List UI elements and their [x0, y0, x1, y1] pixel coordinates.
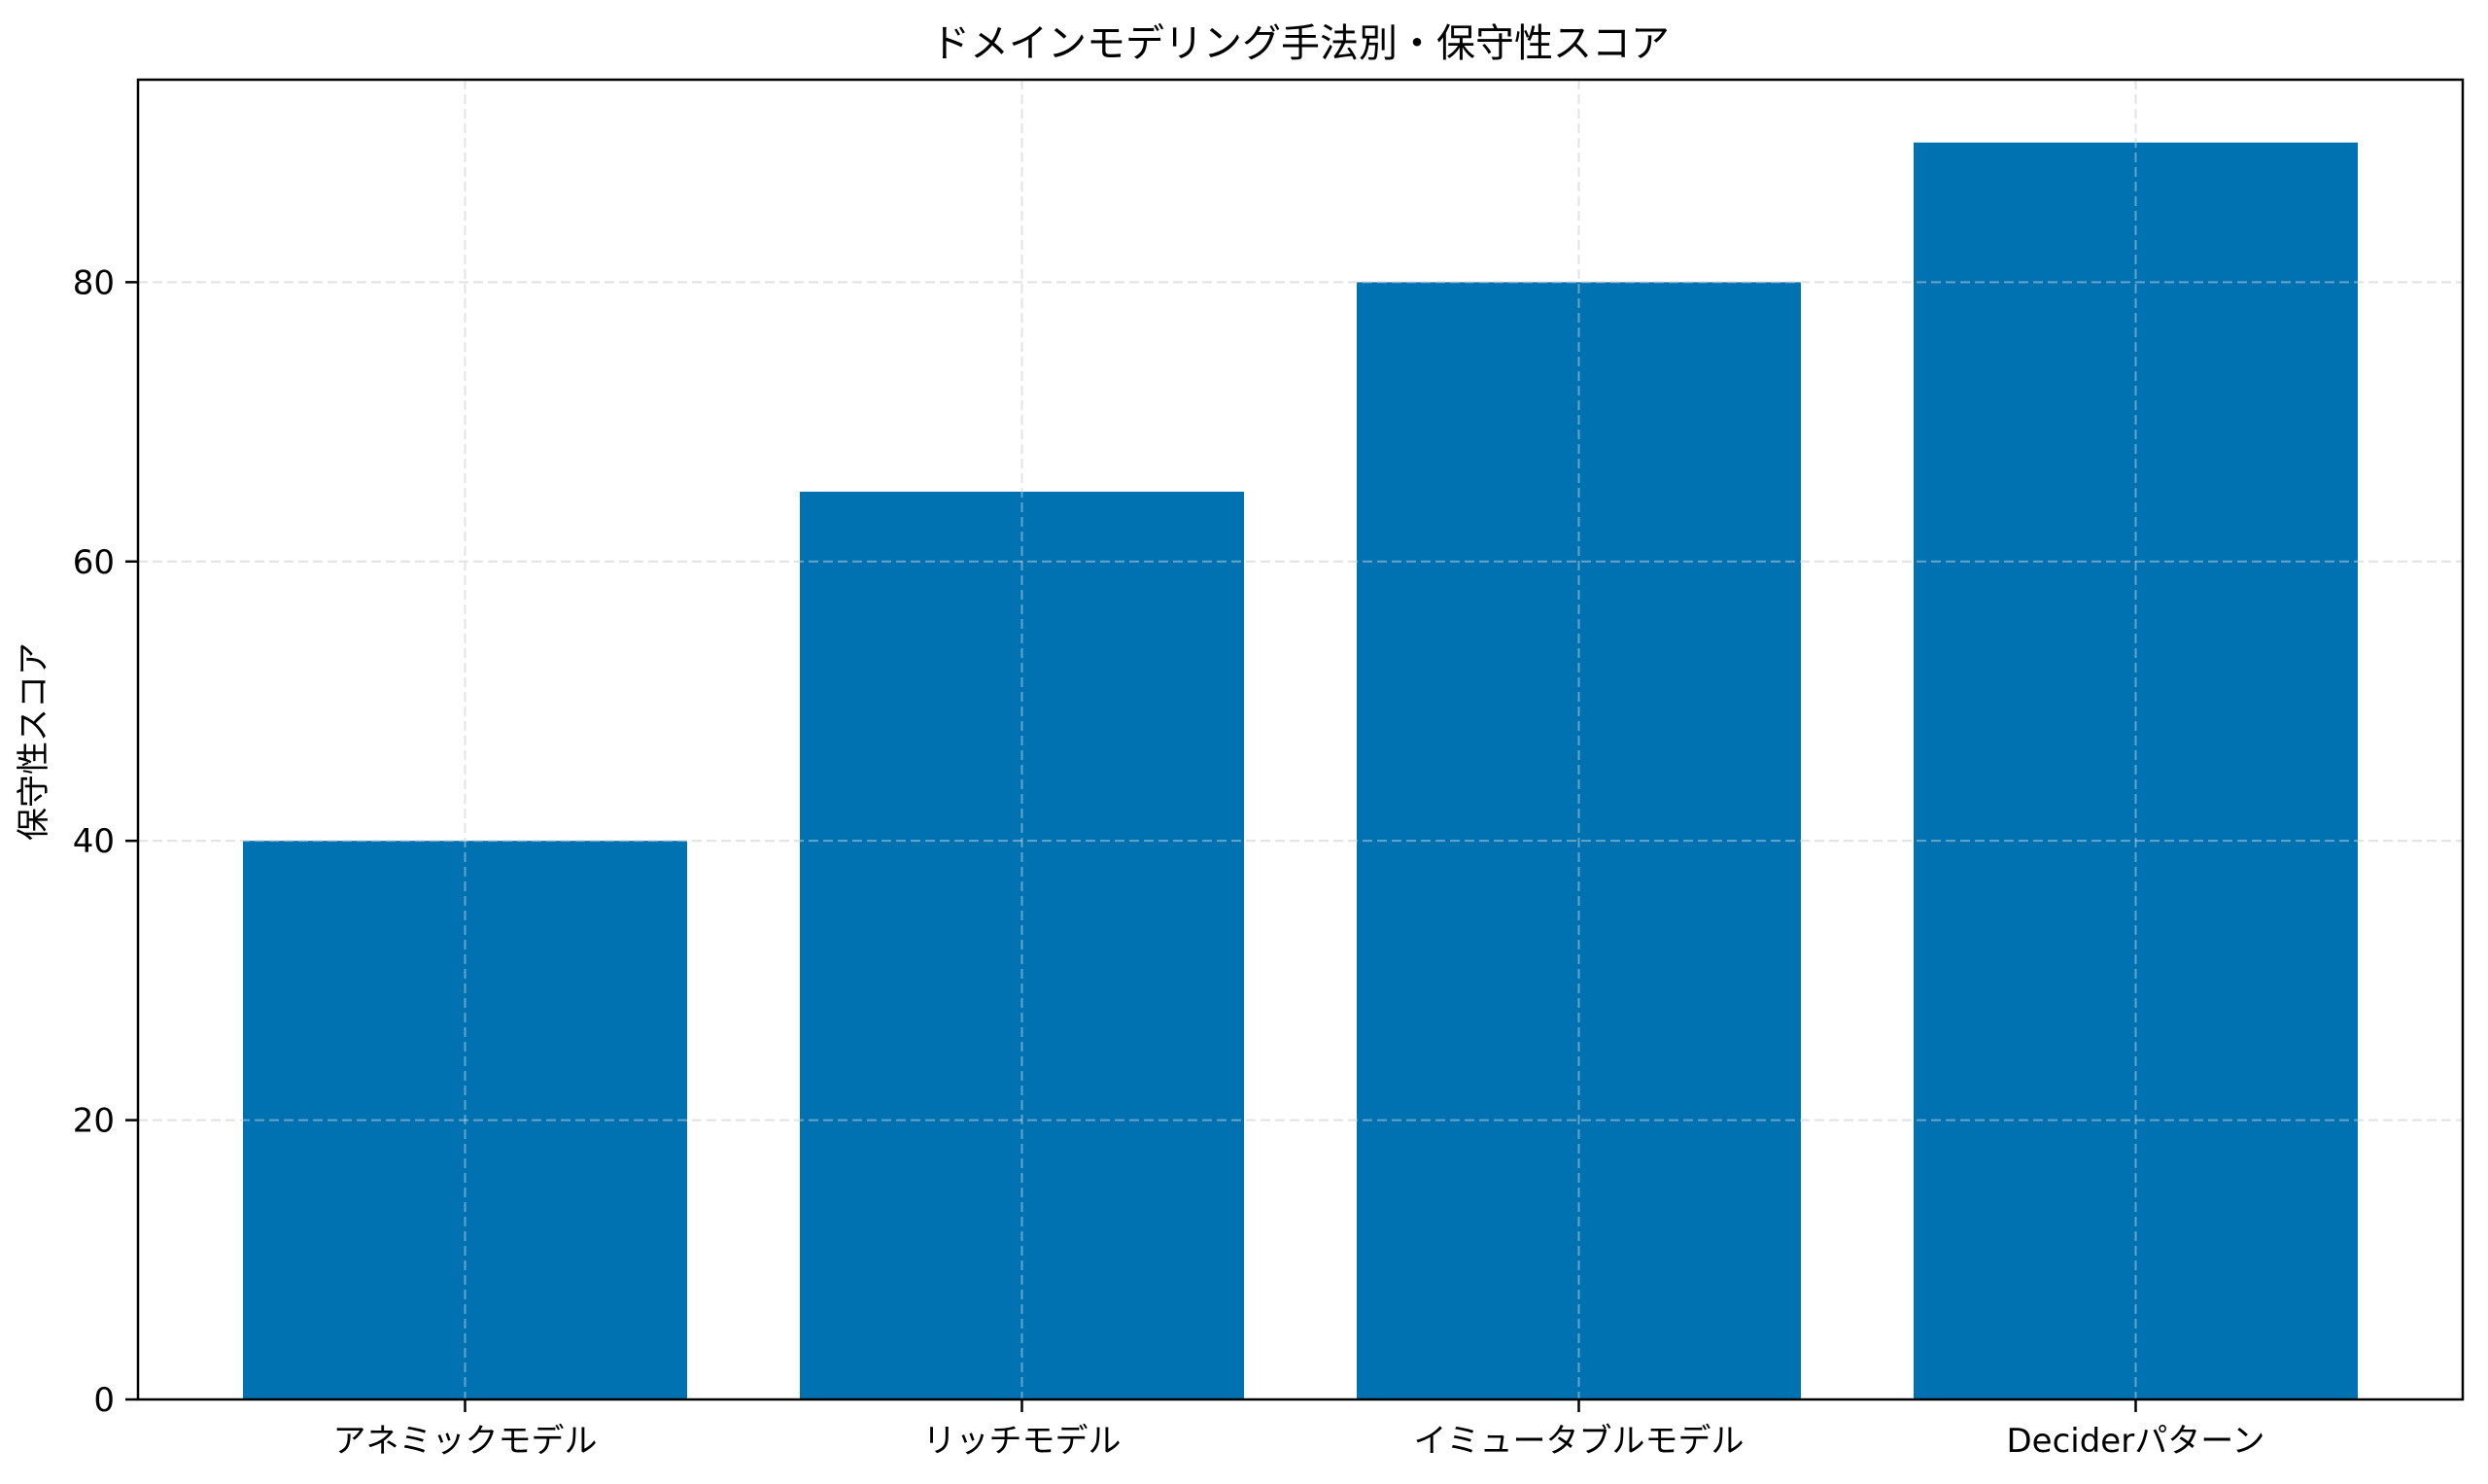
- y-tick-label: 20: [73, 1102, 115, 1141]
- y-tick-label: 40: [73, 822, 115, 861]
- x-tick-label: リッチモデル: [923, 1422, 1122, 1461]
- y-tick-label: 60: [73, 543, 115, 582]
- chart-title: ドメインモデリング手法別・保守性スコア: [931, 21, 1670, 66]
- y-tick-label: 80: [73, 263, 115, 302]
- x-tick-label: アネミックモデル: [333, 1422, 598, 1461]
- y-axis-ticks: 0 20 40 60 80: [73, 263, 138, 1420]
- bar: [243, 841, 687, 1399]
- bar: [1914, 142, 2358, 1400]
- gridlines-overlay: [138, 80, 2463, 1399]
- y-axis-label: 保守性スコア: [15, 642, 53, 841]
- x-tick-label: イミュータブルモデル: [1414, 1422, 1745, 1461]
- plot-area-frame: [136, 78, 2465, 1401]
- bars: [243, 142, 2358, 1400]
- x-tick-label: Deciderパターン: [2006, 1422, 2264, 1461]
- x-axis-ticks: アネミックモデル リッチモデル イミュータブルモデル Deciderパターン: [333, 1399, 2265, 1461]
- y-tick-label: 0: [93, 1381, 115, 1420]
- bar: [1357, 282, 1801, 1399]
- bar: [800, 491, 1244, 1400]
